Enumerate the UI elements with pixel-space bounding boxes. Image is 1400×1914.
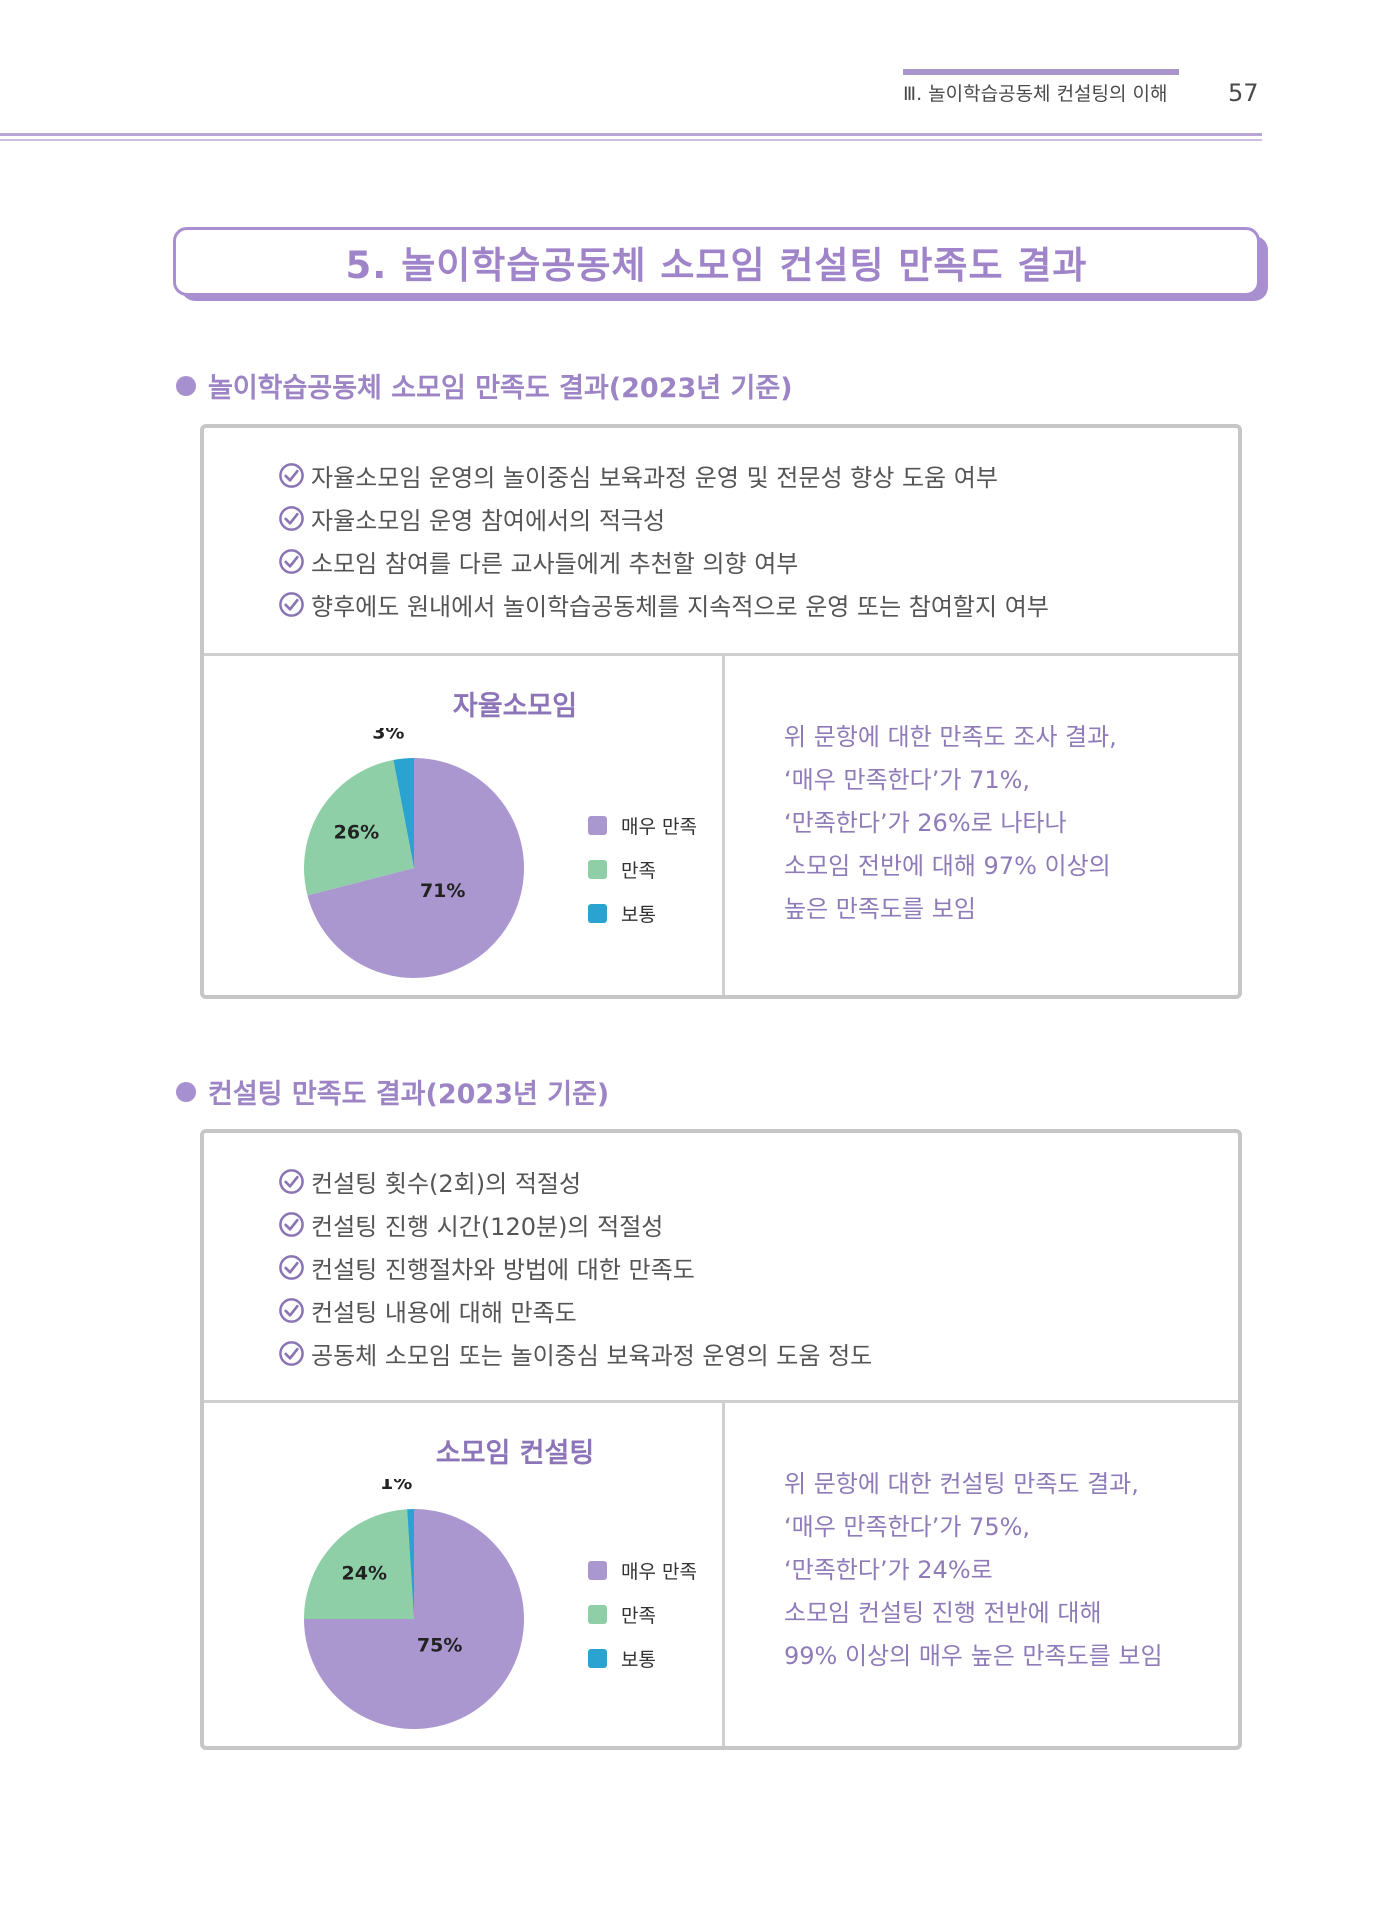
legend-swatch — [588, 859, 607, 879]
check-circle-icon — [279, 549, 304, 574]
legend-swatch — [588, 1604, 607, 1624]
chart-legend: 매우 만족 만족 보통 — [588, 803, 697, 935]
legend-item: 만족 — [588, 847, 697, 891]
legend-item: 매우 만족 — [588, 803, 697, 847]
legend-item: 만족 — [588, 1592, 697, 1636]
pie-data-label: 24% — [342, 1562, 387, 1584]
pie-data-label: 75% — [417, 1635, 462, 1657]
criteria-item: 공동체 소모임 또는 놀이중심 보육과정 운영의 도움 정도 — [278, 1332, 872, 1375]
pie-data-label: 1% — [380, 1479, 412, 1494]
check-circle-icon — [279, 463, 304, 488]
block-heading-text: 컨설팅 만족도 결과(2023년 기준) — [208, 1079, 610, 1110]
section-title: 5. 놀이학습공동체 소모임 컨설팅 만족도 결과 — [173, 227, 1260, 296]
bullet-icon — [176, 375, 196, 396]
page-number: 57 — [1228, 79, 1259, 107]
pie-slice-3 — [407, 1509, 414, 1619]
legend-item: 매우 만족 — [588, 1548, 697, 1592]
check-circle-icon — [279, 1255, 304, 1280]
legend-swatch — [588, 903, 607, 923]
pie-data-label: 26% — [334, 821, 379, 843]
criteria-item: 컨설팅 진행절차와 방법에 대한 만족도 — [278, 1246, 872, 1289]
pie-slice-2 — [304, 759, 414, 896]
header-rule — [0, 133, 1262, 136]
pie-slice-2 — [304, 1509, 414, 1619]
check-circle-icon — [279, 592, 304, 617]
survey-panel-1: 자율소모임 운영의 놀이중심 보육과정 운영 및 전문성 향상 도움 여부 자율… — [200, 424, 1242, 999]
check-circle-icon — [279, 506, 304, 531]
legend-item: 보통 — [588, 891, 697, 935]
pie-slice-1 — [307, 758, 524, 978]
panel-divider — [722, 656, 725, 995]
summary-text: 위 문항에 대한 만족도 조사 결과, ‘매우 만족한다’가 71%, ‘만족한… — [784, 723, 1117, 923]
check-circle-icon — [279, 1169, 304, 1194]
pie-slice-3 — [393, 758, 414, 868]
criteria-section: 컨설팅 횟수(2회)의 적절성 컨설팅 진행 시간(120분)의 적절성 컨설팅… — [204, 1133, 1238, 1403]
header-rule-secondary — [0, 139, 1262, 141]
bullet-icon — [176, 1081, 196, 1102]
block-heading-text: 놀이학습공동체 소모임 만족도 결과(2023년 기준) — [208, 373, 793, 404]
chapter-title: Ⅲ. 놀이학습공동체 컨설팅의 이해 — [903, 83, 1168, 105]
criteria-section: 자율소모임 운영의 놀이중심 보육과정 운영 및 전문성 향상 도움 여부 자율… — [204, 428, 1238, 656]
legend-swatch — [588, 1560, 607, 1580]
survey-panel-2: 컨설팅 횟수(2회)의 적절성 컨설팅 진행 시간(120분)의 적절성 컨설팅… — [200, 1129, 1242, 1750]
pie-chart: 71% 26% 3% — [304, 728, 524, 978]
criteria-item: 소모임 참여를 다른 교사들에게 추천할 의향 여부 — [278, 540, 1049, 583]
header-accent-bar — [903, 69, 1179, 75]
criteria-item: 자율소모임 운영 참여에서의 적극성 — [278, 497, 1049, 540]
legend-swatch — [588, 815, 607, 835]
check-circle-icon — [279, 1298, 304, 1323]
criteria-list: 자율소모임 운영의 놀이중심 보육과정 운영 및 전문성 향상 도움 여부 자율… — [278, 454, 1049, 626]
criteria-list: 컨설팅 횟수(2회)의 적절성 컨설팅 진행 시간(120분)의 적절성 컨설팅… — [278, 1160, 872, 1375]
summary-text: 위 문항에 대한 컨설팅 만족도 결과, ‘매우 만족한다’가 75%, ‘만족… — [784, 1470, 1163, 1670]
pie-data-label: 3% — [372, 728, 404, 744]
legend-item: 보통 — [588, 1636, 697, 1680]
criteria-item: 컨설팅 횟수(2회)의 적절성 — [278, 1160, 872, 1203]
check-circle-icon — [279, 1341, 304, 1366]
check-circle-icon — [279, 1212, 304, 1237]
criteria-item: 컨설팅 진행 시간(120분)의 적절성 — [278, 1203, 872, 1246]
pie-data-label: 71% — [420, 880, 465, 902]
panel-divider — [722, 1403, 725, 1746]
block-heading-2: 컨설팅 만족도 결과(2023년 기준) — [176, 1072, 609, 1111]
legend-swatch — [588, 1648, 607, 1668]
criteria-item: 자율소모임 운영의 놀이중심 보육과정 운영 및 전문성 향상 도움 여부 — [278, 454, 1049, 497]
block-heading-1: 놀이학습공동체 소모임 만족도 결과(2023년 기준) — [176, 366, 793, 405]
pie-chart: 75% 24% 1% — [304, 1479, 524, 1729]
chart-title: 자율소모임 — [452, 691, 578, 722]
chart-legend: 매우 만족 만족 보통 — [588, 1548, 697, 1680]
criteria-item: 컨설팅 내용에 대해 만족도 — [278, 1289, 872, 1332]
chart-title: 소모임 컨설팅 — [435, 1438, 595, 1469]
criteria-item: 향후에도 원내에서 놀이학습공동체를 지속적으로 운영 또는 참여할지 여부 — [278, 583, 1049, 626]
